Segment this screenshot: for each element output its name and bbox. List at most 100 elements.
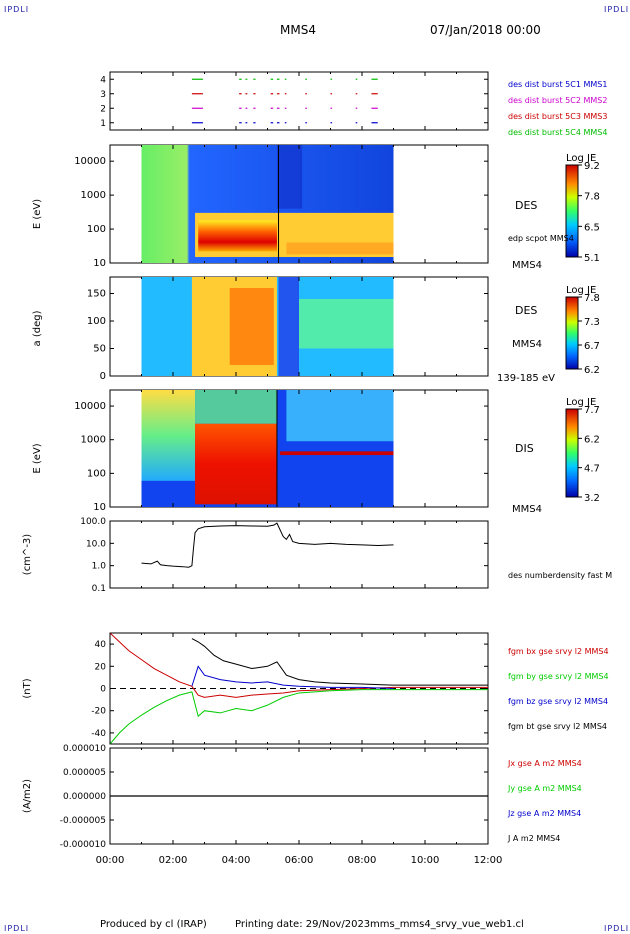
corner-label-tr: IPDLI [604,5,630,14]
y-tick-label: 100 [87,316,106,327]
y-tick-label: 4 [100,75,106,85]
des-energy-overlay: edp scpot MMS4 [508,234,574,243]
current-y-tick-label: -0.000010 [60,840,106,850]
dis-energy-core [195,423,277,505]
bfield-legend-1: fgm bx gse srvy l2 MMS4 [508,647,609,656]
des-pitch-energy-range: 139-185 eV [497,373,555,384]
des-pitch-colorbar [565,296,579,370]
y-tick-label: 10 [93,502,106,513]
y-tick-label: 40 [95,640,107,650]
dis-energy-colorbar-label: 4.7 [584,464,600,475]
y-tick-label: 100.0 [80,517,106,527]
y-tick-label: 10.0 [86,539,106,549]
bfield-legend-4: fgm bt gse srvy l2 MMS4 [508,722,607,731]
des-pitch-colorbar-label: 7.3 [584,317,600,328]
current-legend-4: J A m2 MMS4 [507,834,560,843]
x-tick-label: 04:00 [222,855,251,866]
des-pitch-spacecraft: MMS4 [512,339,542,350]
text-labels: 00:00 02:00 04:00 06:00 08:00 10:00 12:00 1 2 3 4 d… [22,75,612,866]
y-tick-label: -40 [91,729,106,739]
y-tick-label: -20 [91,707,106,717]
des-energy-band-core [198,220,277,252]
footer-script-name: mms_mms4_srvy_vue_web1.cl [370,919,524,930]
des-energy-colorbar-title: Log JE [566,153,596,164]
des-energy-instrument: DES [515,199,537,212]
bfield-line-4 [191,638,488,686]
dis-energy-ylabel: E (eV) [32,443,43,473]
x-tick-label: 06:00 [285,855,314,866]
x-tick-label: 02:00 [159,855,188,866]
des-pitch-cool [278,277,299,376]
legend-burst-2: des dist burst 5C2 MMS2 [508,96,607,105]
y-tick-label: 10 [93,258,106,269]
y-tick-label: 2 [100,104,106,114]
x-tick-label: 00:00 [96,855,125,866]
dis-energy-colorbar-label: 3.2 [584,493,600,504]
y-tick-label: 20 [95,662,107,672]
dis-energy-instrument: DIS [515,442,534,455]
corner-label-bl: IPDLI [4,924,30,933]
legend-burst-3: des dist burst 5C3 MMS3 [508,112,607,121]
panel-frame-1 [109,71,489,131]
corner-label-tl: IPDLI [4,5,30,14]
des-pitch-colorbar-label: 6.7 [584,341,600,352]
des-pitch-instrument: DES [515,304,537,317]
des-energy-colorbar-label: 9.2 [584,161,600,172]
dis-energy-late [286,390,394,442]
density-line [141,522,394,568]
x-tick-label: 12:00 [474,855,503,866]
y-tick-label: 10000 [74,156,106,167]
current-y-tick-label: 0.000000 [63,792,106,802]
bfield-line-2 [109,689,488,745]
des-pitch-colorbar-title: Log JE [566,285,596,296]
current-legend-1: Jx gse A m2 MMS4 [507,759,582,768]
dis-energy-high [195,390,277,424]
axis-ticks [109,72,582,845]
bfield-legend-3: fgm bz gse srvy l2 MMS4 [508,697,608,706]
des-energy-ylabel: E (eV) [32,199,43,229]
y-tick-label: 0 [100,685,106,695]
x-tick-label: 08:00 [348,855,377,866]
current-legend-3: Jz gse A m2 MMS4 [507,809,581,818]
des-pitch-late-band [299,299,394,349]
des-pitch-colorbar-label: 6.2 [584,365,600,376]
bfield-line-1 [109,632,488,698]
legend-burst-1: des dist burst 5C1 MMS1 [508,80,607,89]
des-energy-band-late [286,242,394,255]
y-tick-label: 1000 [81,190,106,201]
dis-energy-colorbar-label: 7.7 [584,405,600,416]
des-energy-colorbar-label: 6.5 [584,222,600,233]
y-tick-label: 50 [93,344,106,355]
line-series [109,78,488,797]
corner-label-br: IPDLI [604,924,630,933]
bfield-ylabel: (nT) [22,678,33,698]
current-y-tick-label: 0.000005 [63,768,106,778]
plot-date: 07/Jan/2018 00:00 [430,23,541,37]
dis-energy-spacecraft: MMS4 [512,504,542,515]
des-energy-colorbar-label: 7.8 [584,192,600,203]
current-y-tick-label: 0.000010 [63,744,106,754]
y-tick-label: 0.1 [92,584,106,594]
y-tick-label: 10000 [74,401,106,412]
dis-energy-colorbar-title: Log JE [566,397,596,408]
spacecraft-title: MMS4 [280,23,316,37]
des-energy-spacecraft: MMS4 [512,260,542,271]
y-tick-label: 150 [87,289,106,300]
dis-energy-beam [280,451,394,456]
des-energy-colorbar-label: 5.1 [584,253,600,264]
des-energy-dark-strip [276,145,303,209]
spectrogram-layers [141,145,579,507]
footer-printing-date: Printing date: 29/Nov/2023 [235,919,371,930]
legend-burst-4: des dist burst 5C4 MMS4 [508,128,607,137]
current-ylabel: (A/m2) [22,779,33,813]
panel-frame-5 [109,520,489,589]
x-tick-label: 10:00 [411,855,440,866]
y-tick-label: 1000 [81,435,106,446]
dis-energy-colorbar [565,408,579,498]
y-tick-label: 100 [87,468,106,479]
y-tick-label: 3 [100,90,106,100]
density-ylabel: (cm^-3) [22,534,33,575]
bfield-legend-2: fgm by gse srvy l2 MMS4 [508,672,609,681]
des-energy-colorbar [565,164,579,258]
